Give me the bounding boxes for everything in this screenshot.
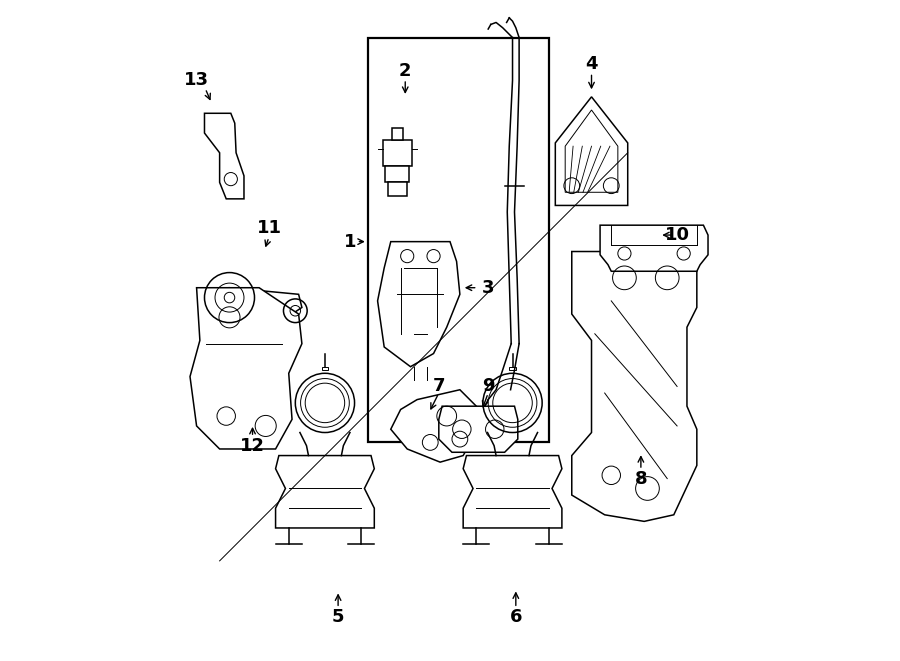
Polygon shape <box>385 166 410 182</box>
Text: 4: 4 <box>585 55 598 73</box>
Polygon shape <box>378 242 460 367</box>
Text: 2: 2 <box>399 61 411 79</box>
Polygon shape <box>321 367 328 370</box>
Polygon shape <box>388 182 407 196</box>
Text: 10: 10 <box>664 226 689 244</box>
Text: 7: 7 <box>433 377 446 395</box>
Text: 6: 6 <box>509 608 522 626</box>
Text: 13: 13 <box>184 71 209 89</box>
Polygon shape <box>565 110 617 192</box>
Text: 1: 1 <box>344 233 356 251</box>
Text: 9: 9 <box>482 377 494 395</box>
Polygon shape <box>600 225 708 271</box>
Text: 12: 12 <box>240 437 265 455</box>
Polygon shape <box>204 113 244 199</box>
Text: 8: 8 <box>634 469 647 488</box>
Polygon shape <box>382 139 412 166</box>
Polygon shape <box>230 288 302 314</box>
Polygon shape <box>555 97 627 206</box>
Polygon shape <box>439 407 518 452</box>
Polygon shape <box>391 390 476 462</box>
Bar <box>368 38 549 442</box>
Polygon shape <box>572 252 697 522</box>
Polygon shape <box>509 367 516 370</box>
Polygon shape <box>275 455 374 528</box>
Polygon shape <box>190 288 302 449</box>
Polygon shape <box>464 455 562 528</box>
Text: 5: 5 <box>332 608 345 626</box>
Polygon shape <box>392 128 402 139</box>
Text: 11: 11 <box>256 219 282 237</box>
Text: 3: 3 <box>482 279 494 297</box>
